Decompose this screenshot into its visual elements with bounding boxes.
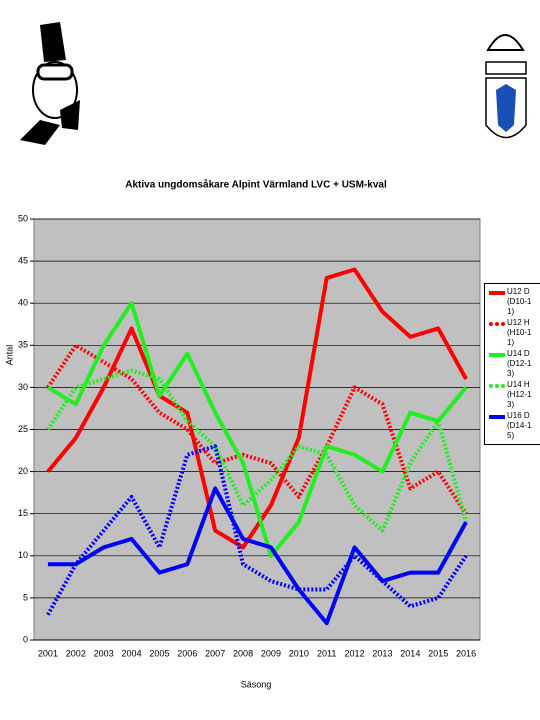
y-tick-label: 40 <box>18 298 28 308</box>
x-tick-label: 2008 <box>233 648 253 658</box>
x-tick-label: 2011 <box>317 648 336 658</box>
x-axis-label: Säsong <box>241 679 272 689</box>
legend-label: U16 D (D14-15) <box>507 411 532 440</box>
series-line <box>46 267 468 550</box>
y-tick-label: 15 <box>18 508 28 518</box>
y-tick-label: 20 <box>18 466 28 476</box>
x-tick-label: 2009 <box>261 648 281 658</box>
legend-swatch <box>489 353 505 357</box>
x-tick-label: 2003 <box>94 648 114 658</box>
right-logo <box>485 34 527 139</box>
legend-swatch <box>489 384 505 388</box>
x-tick-label: 2007 <box>205 648 225 658</box>
y-tick-label: 0 <box>23 634 28 644</box>
legend-swatch <box>489 291 505 295</box>
legend: U12 D (D10-11) U12 H (H10-11) U14 D (D12-1… <box>484 283 540 445</box>
series-line <box>47 486 468 626</box>
y-tick-label: 5 <box>23 592 28 602</box>
y-axis-label: Antal <box>4 345 14 366</box>
x-tick-label: 2006 <box>177 648 197 658</box>
x-tick-label: 2016 <box>456 648 476 658</box>
y-tick-label: 35 <box>18 340 28 350</box>
x-tick-label: 2001 <box>38 648 58 658</box>
left-logo <box>20 22 80 145</box>
x-tick-label: 2010 <box>289 648 309 658</box>
legend-entry: U16 D (D14-15) <box>489 411 540 441</box>
y-tick-label: 45 <box>18 255 28 265</box>
x-tick-label: 2015 <box>428 648 448 658</box>
legend-label: U12 H (H10-11) <box>507 318 532 347</box>
x-tick-label: 2005 <box>149 648 169 658</box>
y-tick-label: 30 <box>18 382 28 392</box>
legend-entry: U14 H (H12-13) <box>489 380 540 410</box>
chart-title: Aktiva ungdomsåkare Alpint Värmland LVC … <box>125 179 387 191</box>
legend-swatch <box>489 415 505 419</box>
x-tick-label: 2013 <box>372 648 392 658</box>
legend-entry: U14 D (D12-13) <box>489 349 540 379</box>
legend-label: U14 H (H12-13) <box>507 380 532 409</box>
x-tick-label: 2002 <box>66 648 86 658</box>
legend-swatch <box>489 322 505 326</box>
y-tick-label: 10 <box>18 550 28 560</box>
legend-entry: U12 H (H10-11) <box>489 318 540 348</box>
legend-label: U12 D (D10-11) <box>507 287 532 316</box>
series-line <box>46 301 468 558</box>
x-tick-label: 2014 <box>400 648 420 658</box>
x-tick-label: 2012 <box>345 648 365 658</box>
legend-label: U14 D (D12-13) <box>507 349 532 378</box>
series-line <box>46 368 468 533</box>
y-tick-label: 25 <box>18 424 28 434</box>
x-tick-label: 2004 <box>122 648 142 658</box>
legend-entry: U12 D (D10-11) <box>489 287 540 317</box>
y-tick-label: 50 <box>18 213 28 223</box>
